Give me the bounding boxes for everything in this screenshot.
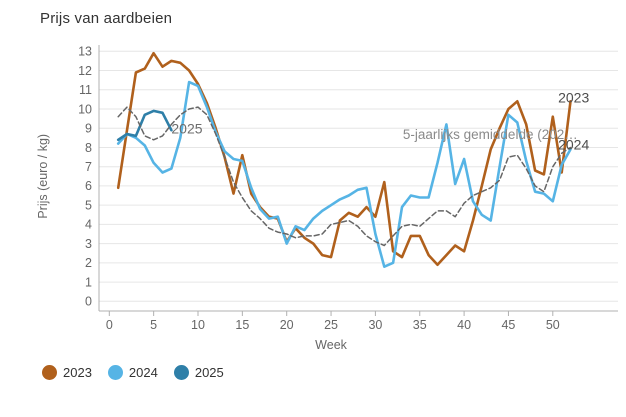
series-label-2024: 2024 <box>558 136 589 152</box>
legend-item-2023[interactable]: 2023 <box>42 365 92 380</box>
y-tick-label: 4 <box>85 218 92 232</box>
y-tick-label: 12 <box>78 64 92 78</box>
legend-item-2025[interactable]: 2025 <box>173 365 224 380</box>
x-axis-title: Week <box>315 338 347 352</box>
x-tick-label: 45 <box>501 318 515 332</box>
legend-label-2023: 2023 <box>63 365 92 380</box>
legend-item-2024[interactable]: 2024 <box>107 365 158 380</box>
y-tick-label: 9 <box>85 122 92 136</box>
y-tick-label: 0 <box>85 295 92 309</box>
y-tick-label: 6 <box>85 179 92 193</box>
x-tick-label: 10 <box>191 318 205 332</box>
chart-title: Prijs van aardbeien <box>40 10 173 27</box>
y-tick-label: 13 <box>78 45 92 59</box>
x-tick-label: 0 <box>106 318 113 332</box>
y-tick-label: 5 <box>85 198 92 212</box>
x-tick-label: 25 <box>324 318 338 332</box>
legend: 2023 2024 2025 <box>42 365 224 380</box>
series-label-2025: 2025 <box>171 121 202 137</box>
series-label-2023: 2023 <box>558 89 589 105</box>
y-tick-label: 8 <box>85 141 92 155</box>
series-line-2023[interactable] <box>116 51 572 267</box>
x-tick-label: 35 <box>413 318 427 332</box>
y-tick-label: 2 <box>85 256 92 270</box>
series-label-5-jaarlijks-gemiddelde-(202…: 5-jaarlijks gemiddelde (202… <box>403 127 578 142</box>
x-tick-label: 50 <box>546 318 560 332</box>
y-tick-label: 11 <box>79 83 92 97</box>
y-tick-label: 7 <box>85 160 92 174</box>
x-tick-label: 5 <box>150 318 157 332</box>
x-tick-label: 40 <box>457 318 471 332</box>
x-tick-label: 30 <box>368 318 382 332</box>
y-axis-title: Prijs (euro / kg) <box>36 134 50 219</box>
y-tick-label: 10 <box>78 102 92 116</box>
x-tick-label: 15 <box>235 318 249 332</box>
y-tick-label: 3 <box>85 237 92 251</box>
legend-marker-2025 <box>173 365 189 380</box>
legend-label-2024: 2024 <box>128 365 158 380</box>
series-line-5-jaarlijks-gemiddelde-(202…[interactable] <box>117 106 572 247</box>
legend-marker-2024 <box>107 365 123 380</box>
legend-label-2025: 2025 <box>194 365 224 380</box>
series-line-2025[interactable] <box>116 109 173 142</box>
series-line-2024[interactable] <box>116 80 572 269</box>
legend-marker-2023 <box>42 365 57 380</box>
x-tick-label: 20 <box>280 318 294 332</box>
y-tick-label: 1 <box>85 275 92 289</box>
